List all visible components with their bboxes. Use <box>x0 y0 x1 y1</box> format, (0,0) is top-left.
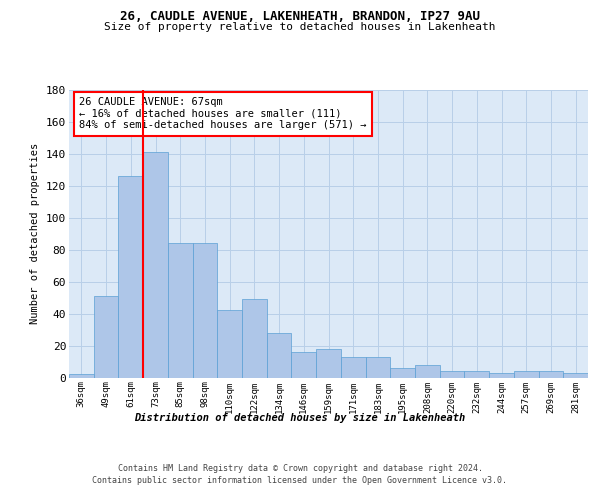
Bar <box>69 374 94 378</box>
Bar <box>563 372 588 378</box>
Text: 26, CAUDLE AVENUE, LAKENHEATH, BRANDON, IP27 9AU: 26, CAUDLE AVENUE, LAKENHEATH, BRANDON, … <box>120 10 480 23</box>
Bar <box>168 244 193 378</box>
Bar <box>539 371 563 378</box>
Bar <box>514 371 539 378</box>
Bar <box>217 310 242 378</box>
Bar <box>415 364 440 378</box>
Text: 26 CAUDLE AVENUE: 67sqm
← 16% of detached houses are smaller (111)
84% of semi-d: 26 CAUDLE AVENUE: 67sqm ← 16% of detache… <box>79 97 367 130</box>
Bar <box>242 299 267 378</box>
Bar <box>390 368 415 378</box>
Bar <box>118 176 143 378</box>
Text: Distribution of detached houses by size in Lakenheath: Distribution of detached houses by size … <box>134 412 466 422</box>
Bar <box>267 333 292 378</box>
Text: Contains public sector information licensed under the Open Government Licence v3: Contains public sector information licen… <box>92 476 508 485</box>
Bar <box>143 152 168 378</box>
Bar <box>193 244 217 378</box>
Y-axis label: Number of detached properties: Number of detached properties <box>31 143 40 324</box>
Text: Size of property relative to detached houses in Lakenheath: Size of property relative to detached ho… <box>104 22 496 32</box>
Bar <box>292 352 316 378</box>
Bar <box>94 296 118 378</box>
Bar <box>341 356 365 378</box>
Bar <box>316 349 341 378</box>
Bar <box>489 372 514 378</box>
Bar <box>440 371 464 378</box>
Text: Contains HM Land Registry data © Crown copyright and database right 2024.: Contains HM Land Registry data © Crown c… <box>118 464 482 473</box>
Bar <box>464 371 489 378</box>
Bar <box>365 356 390 378</box>
